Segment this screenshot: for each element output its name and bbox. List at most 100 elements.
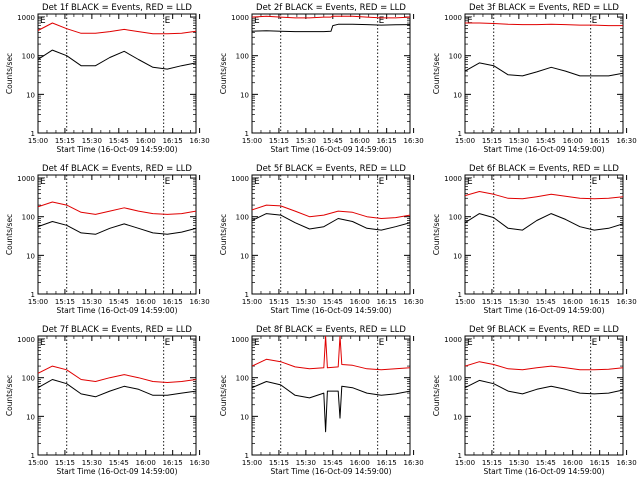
series-line-events — [38, 49, 196, 70]
x-tick-label: 16:30 — [616, 459, 636, 467]
x-tick-label: 16:15 — [163, 298, 183, 306]
x-axis-label: Start Time (16-Oct-09 14:59:00) — [56, 306, 177, 315]
x-tick-label: 15:45 — [109, 459, 129, 467]
x-tick-label: 15:30 — [509, 459, 529, 467]
x-tick-label: 16:15 — [377, 459, 397, 467]
chart-panel-2: Det 2f BLACK = Events, RED = LLD E E 1 10 100… — [219, 3, 424, 154]
plot-frame — [37, 174, 197, 295]
y-tick-label: 10 — [240, 413, 249, 421]
x-tick-label: 16:30 — [403, 298, 423, 306]
chart-title: Det 5f BLACK = Events, RED = LLD — [256, 164, 406, 174]
y-tick-label: 10 — [26, 91, 35, 99]
chart-panel-8: Det 8f BLACK = Events, RED = LLD E E 1 10 100… — [219, 325, 424, 476]
series-line-lld — [252, 336, 410, 371]
marker-label: E — [40, 16, 46, 26]
y-tick-label: 100 — [22, 214, 35, 222]
plot-frame — [251, 13, 411, 134]
y-tick-label: 1 — [245, 130, 249, 138]
marker-label: E — [165, 177, 171, 187]
x-tick-label: 16:30 — [403, 137, 423, 145]
x-tick-label: 16:00 — [563, 137, 583, 145]
marker-label: E — [165, 16, 171, 26]
x-tick-label: 15:15 — [55, 137, 75, 145]
y-tick-label: 1000 — [17, 175, 35, 183]
x-tick-label: 15:15 — [55, 459, 75, 467]
y-tick-label: 100 — [449, 214, 462, 222]
x-tick-label: 15:15 — [482, 298, 502, 306]
x-tick-label: 15:30 — [296, 137, 316, 145]
marker-label: E — [592, 177, 598, 187]
series-line-events — [252, 23, 410, 33]
x-tick-label: 15:45 — [323, 298, 343, 306]
x-axis-label: Start Time (16-Oct-09 14:59:00) — [56, 145, 177, 154]
y-tick-label: 1000 — [231, 14, 249, 22]
x-tick-label: 16:30 — [189, 137, 209, 145]
y-tick-label: 10 — [240, 252, 249, 260]
series-line-events — [38, 221, 196, 235]
marker-label: E — [254, 16, 260, 26]
x-axis-label: Start Time (16-Oct-09 14:59:00) — [483, 467, 604, 476]
x-tick-label: 16:15 — [377, 298, 397, 306]
x-tick-label: 15:45 — [323, 459, 343, 467]
x-axis-label: Start Time (16-Oct-09 14:59:00) — [270, 306, 391, 315]
x-tick-label: 16:15 — [590, 137, 610, 145]
x-tick-label: 15:45 — [109, 298, 129, 306]
series-line-events — [252, 381, 410, 433]
x-tick-label: 15:45 — [109, 137, 129, 145]
chart-panel-4: Det 4f BLACK = Events, RED = LLD E E 1 10 100… — [5, 164, 210, 315]
marker-label: E — [592, 16, 598, 26]
x-tick-label: 16:30 — [403, 459, 423, 467]
series-line-events — [465, 213, 623, 231]
x-tick-label: 15:30 — [509, 137, 529, 145]
series-line-lld — [465, 191, 623, 200]
plot-frame — [464, 335, 624, 456]
marker-label: E — [379, 16, 385, 26]
x-tick-label: 15:45 — [536, 137, 556, 145]
y-tick-label: 1000 — [231, 336, 249, 344]
chart-title: Det 8f BLACK = Events, RED = LLD — [256, 325, 406, 335]
y-tick-label: 100 — [236, 375, 249, 383]
plot-frame — [464, 13, 624, 134]
plot-frame — [464, 174, 624, 295]
y-tick-label: 1000 — [444, 336, 462, 344]
x-axis-label: Start Time (16-Oct-09 14:59:00) — [270, 145, 391, 154]
y-tick-label: 1 — [458, 130, 462, 138]
marker-label: E — [467, 16, 473, 26]
y-axis-label: Counts/sec — [219, 214, 228, 255]
y-tick-label: 10 — [453, 252, 462, 260]
marker-label: E — [254, 177, 260, 187]
y-tick-label: 100 — [236, 53, 249, 61]
x-tick-label: 16:15 — [163, 459, 183, 467]
marker-label: E — [592, 338, 598, 348]
x-tick-label: 16:15 — [377, 137, 397, 145]
series-line-lld — [252, 204, 410, 219]
y-tick-label: 10 — [26, 413, 35, 421]
x-tick-label: 15:00 — [242, 137, 262, 145]
y-tick-label: 10 — [26, 252, 35, 260]
series-line-lld — [38, 365, 196, 383]
chart-panel-3: Det 3f BLACK = Events, RED = LLD E E 1 10 100… — [432, 3, 637, 154]
x-tick-label: 15:30 — [82, 298, 102, 306]
marker-label: E — [379, 177, 385, 187]
x-tick-label: 15:30 — [509, 298, 529, 306]
x-tick-label: 15:30 — [296, 459, 316, 467]
y-tick-label: 1 — [31, 452, 35, 460]
y-tick-label: 1000 — [444, 175, 462, 183]
y-axis-label: Counts/sec — [432, 375, 441, 416]
y-axis-label: Counts/sec — [219, 375, 228, 416]
x-tick-label: 15:45 — [323, 137, 343, 145]
y-tick-label: 1000 — [17, 14, 35, 22]
y-tick-label: 10 — [240, 91, 249, 99]
chart-panel-5: Det 5f BLACK = Events, RED = LLD E E 1 10 100… — [219, 164, 424, 315]
x-tick-label: 15:15 — [482, 459, 502, 467]
x-tick-label: 15:15 — [55, 298, 75, 306]
x-tick-label: 15:00 — [242, 459, 262, 467]
series-line-lld — [38, 201, 196, 215]
series-line-events — [38, 379, 196, 398]
marker-label: E — [254, 338, 260, 348]
series-line-lld — [38, 22, 196, 35]
chart-title: Det 4f BLACK = Events, RED = LLD — [42, 164, 192, 174]
chart-title: Det 1f BLACK = Events, RED = LLD — [42, 3, 192, 13]
x-tick-label: 16:00 — [136, 459, 156, 467]
series-line-lld — [252, 15, 410, 19]
